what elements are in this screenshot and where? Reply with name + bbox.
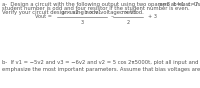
- Text: 3: 3: [80, 20, 84, 24]
- Text: Verify your circuit design using node voltage method.: Verify your circuit design using node vo…: [2, 10, 144, 15]
- Text: student number is odd and four resistor if the student number is even.: student number is odd and four resistor …: [2, 6, 190, 11]
- Text: 2: 2: [126, 20, 130, 24]
- Text: a-  Design a circuit with the following output using two opamps at least. Use th: a- Design a circuit with the following o…: [2, 2, 200, 7]
- Text: a × v2 – b × v1: a × v2 – b × v1: [62, 10, 102, 15]
- Text: emphasize the most important parameters. Assume that bias voltages are V_ = −10 : emphasize the most important parameters.…: [2, 66, 200, 72]
- Text: b-  If v1 = −5v2 and v3 = −6v2 and v2 = 5 cos 2π5000t, plot all input and output: b- If v1 = −5v2 and v3 = −6v2 and v2 = 5…: [2, 60, 200, 65]
- Text: + 3: + 3: [148, 15, 157, 20]
- Text: a=8  b=1  c=7: a=8 b=1 c=7: [159, 2, 198, 7]
- Text: –: –: [110, 15, 114, 20]
- Text: c × v3: c × v3: [120, 10, 136, 15]
- Text: Vout =: Vout =: [35, 15, 52, 20]
